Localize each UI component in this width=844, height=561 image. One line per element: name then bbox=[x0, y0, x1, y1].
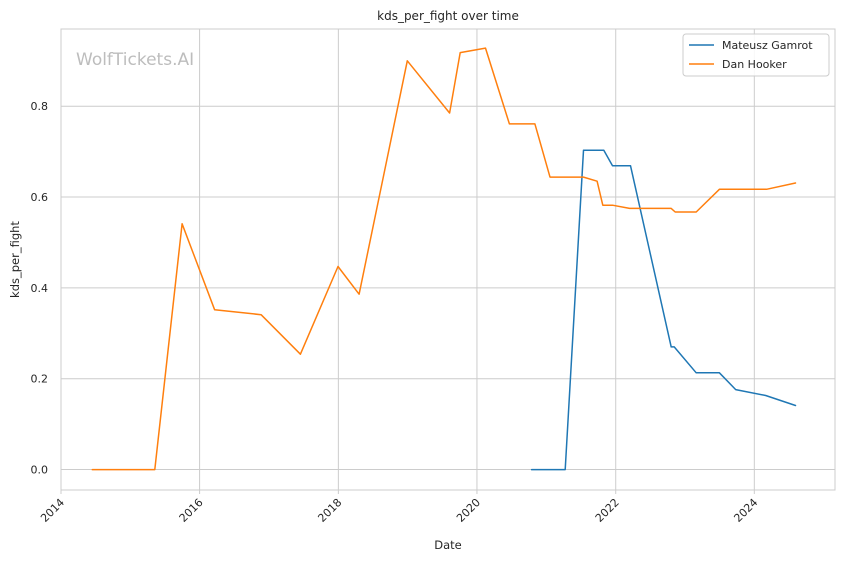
legend-label: Mateusz Gamrot bbox=[722, 39, 813, 52]
y-tick-label: 0.8 bbox=[31, 100, 49, 113]
series-line-dan-hooker bbox=[91, 47, 797, 471]
legend-label: Dan Hooker bbox=[722, 58, 787, 71]
y-tick-label: 0.6 bbox=[31, 191, 49, 204]
series-line-mateusz-gamrot bbox=[530, 149, 797, 471]
y-tick-label: 0.0 bbox=[31, 464, 49, 477]
watermark: WolfTickets.AI bbox=[76, 50, 194, 70]
plot-area bbox=[60, 28, 836, 491]
legend: Mateusz Gamrot Dan Hooker bbox=[682, 33, 830, 77]
grid bbox=[60, 29, 835, 490]
y-tick-label: 0.2 bbox=[31, 373, 49, 386]
x-axis-title: Date bbox=[434, 538, 462, 552]
series-layer bbox=[91, 47, 797, 471]
y-tick-label: 0.4 bbox=[31, 282, 49, 295]
legend-box bbox=[682, 33, 830, 77]
y-axis-ticks: 0.0 0.2 0.4 0.6 0.8 bbox=[31, 100, 49, 476]
y-axis-title: kds_per_fight bbox=[8, 221, 22, 298]
chart-title: kds_per_fight over time bbox=[377, 9, 519, 23]
